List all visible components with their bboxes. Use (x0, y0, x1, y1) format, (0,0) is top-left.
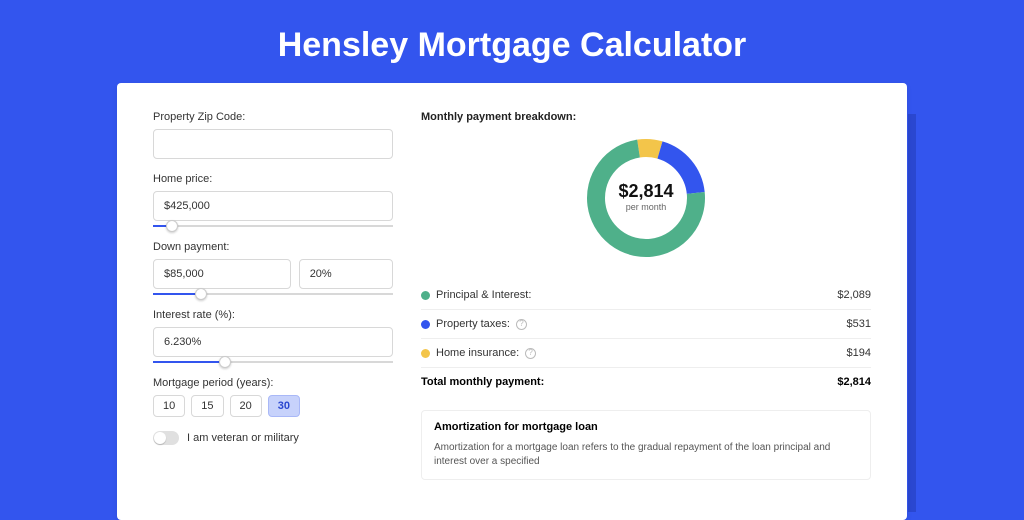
down-payment-amount-input[interactable] (153, 259, 291, 289)
legend-swatch-home_insurance (421, 349, 430, 358)
mortgage-period-field-group: Mortgage period (years): 10 15 20 30 (153, 377, 393, 417)
zip-label: Property Zip Code: (153, 111, 393, 123)
total-label: Total monthly payment: (421, 376, 544, 388)
info-icon[interactable]: ? (525, 348, 536, 359)
legend-left-principal_interest: Principal & Interest: (421, 289, 531, 301)
veteran-toggle-row: I am veteran or military (153, 431, 393, 445)
down-payment-slider[interactable] (153, 293, 393, 295)
donut-center-amount: $2,814 (618, 181, 673, 201)
donut-chart-wrap: $2,814 per month (421, 133, 871, 263)
zip-field-group: Property Zip Code: (153, 111, 393, 159)
breakdown-column: Monthly payment breakdown: $2,814 per mo… (421, 111, 871, 480)
mortgage-period-option-15[interactable]: 15 (191, 395, 223, 417)
donut-slice-home_insurance (639, 148, 660, 150)
legend-swatch-property_taxes (421, 320, 430, 329)
form-column: Property Zip Code: Home price: Down paym… (153, 111, 393, 480)
down-payment-slider-fill (153, 293, 201, 295)
interest-rate-field-group: Interest rate (%): (153, 309, 393, 363)
interest-rate-slider-thumb[interactable] (219, 356, 231, 368)
legend-row-home_insurance: Home insurance:? $194 (421, 338, 871, 367)
down-payment-field-group: Down payment: (153, 241, 393, 295)
legend-label-home_insurance: Home insurance: (436, 347, 519, 359)
down-payment-row (153, 259, 393, 289)
breakdown-title: Monthly payment breakdown: (421, 111, 871, 123)
legend-label-property_taxes: Property taxes: (436, 318, 510, 330)
home-price-label: Home price: (153, 173, 393, 185)
side-band (908, 114, 916, 512)
legend-left-property_taxes: Property taxes:? (421, 318, 527, 330)
home-price-input[interactable] (153, 191, 393, 221)
home-price-slider-thumb[interactable] (166, 220, 178, 232)
zip-input[interactable] (153, 129, 393, 159)
legend-swatch-principal_interest (421, 291, 430, 300)
page-title: Hensley Mortgage Calculator (0, 0, 1024, 83)
home-price-slider[interactable] (153, 225, 393, 227)
down-payment-slider-thumb[interactable] (195, 288, 207, 300)
legend-label-principal_interest: Principal & Interest: (436, 289, 531, 301)
mortgage-period-label: Mortgage period (years): (153, 377, 393, 389)
calculator-card: Property Zip Code: Home price: Down paym… (117, 83, 907, 520)
mortgage-period-options: 10 15 20 30 (153, 395, 393, 417)
page-root: Hensley Mortgage Calculator Property Zip… (0, 0, 1024, 512)
amortization-box: Amortization for mortgage loan Amortizat… (421, 410, 871, 480)
total-amount: $2,814 (837, 376, 871, 388)
legend-amount-principal_interest: $2,089 (837, 289, 871, 301)
legend: Principal & Interest: $2,089 Property taxe… (421, 281, 871, 367)
mortgage-period-option-10[interactable]: 10 (153, 395, 185, 417)
info-icon[interactable]: ? (516, 319, 527, 330)
legend-amount-home_insurance: $194 (847, 347, 871, 359)
amortization-text: Amortization for a mortgage loan refers … (434, 441, 858, 469)
legend-amount-property_taxes: $531 (847, 318, 871, 330)
legend-row-principal_interest: Principal & Interest: $2,089 (421, 281, 871, 309)
interest-rate-slider-fill (153, 361, 225, 363)
amortization-title: Amortization for mortgage loan (434, 421, 858, 433)
home-price-field-group: Home price: (153, 173, 393, 227)
donut-chart: $2,814 per month (581, 133, 711, 263)
interest-rate-slider[interactable] (153, 361, 393, 363)
down-payment-label: Down payment: (153, 241, 393, 253)
total-row: Total monthly payment: $2,814 (421, 367, 871, 396)
veteran-toggle[interactable] (153, 431, 179, 445)
mortgage-period-option-30[interactable]: 30 (268, 395, 300, 417)
donut-center-label: per month (626, 202, 667, 212)
down-payment-percent-input[interactable] (299, 259, 393, 289)
legend-row-property_taxes: Property taxes:? $531 (421, 309, 871, 338)
mortgage-period-option-20[interactable]: 20 (230, 395, 262, 417)
interest-rate-label: Interest rate (%): (153, 309, 393, 321)
veteran-toggle-label: I am veteran or military (187, 432, 299, 444)
interest-rate-input[interactable] (153, 327, 393, 357)
legend-left-home_insurance: Home insurance:? (421, 347, 536, 359)
